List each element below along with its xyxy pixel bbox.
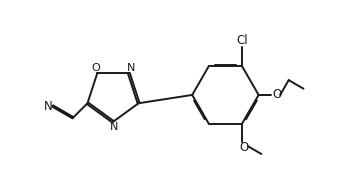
Text: O: O: [272, 88, 281, 101]
Text: N: N: [127, 63, 135, 73]
Text: N: N: [110, 122, 118, 132]
Text: N: N: [43, 100, 52, 112]
Text: Cl: Cl: [237, 34, 248, 47]
Text: O: O: [240, 141, 249, 154]
Text: O: O: [91, 63, 100, 73]
